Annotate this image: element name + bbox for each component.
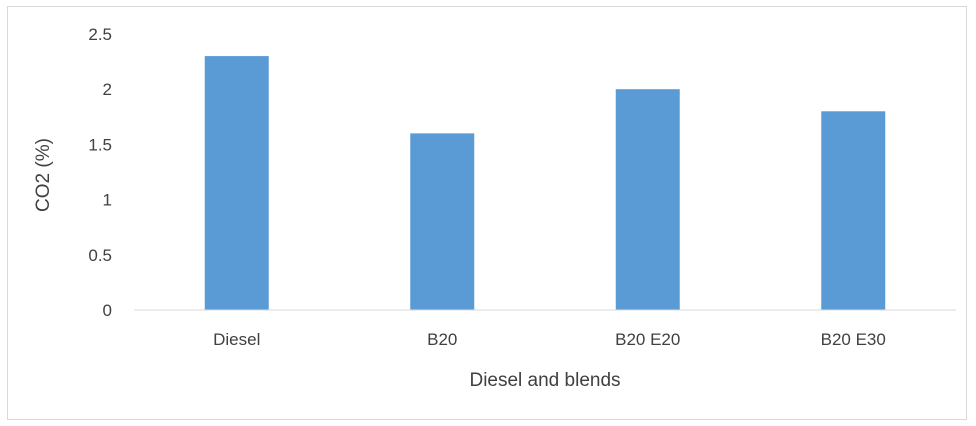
y-tick-label: 2 [103,80,112,99]
x-tick-label: B20 [427,330,457,349]
chart-frame [7,6,967,420]
x-tick-label: Diesel [213,330,260,349]
y-tick-label: 0.5 [88,246,112,265]
x-tick-label: B20 E20 [615,330,680,349]
y-tick-label: 0 [103,301,112,320]
bar [410,133,475,310]
y-axis-ticks: 0 0.5 1 1.5 2 2.5 [88,25,112,320]
y-tick-label: 2.5 [88,25,112,44]
y-tick-label: 1 [103,191,112,210]
x-tick-label: B20 E30 [821,330,886,349]
bar [204,56,269,310]
bar [821,111,886,310]
bars [204,56,886,310]
bar [615,89,680,310]
x-axis-ticks: Diesel B20 B20 E20 B20 E30 [213,330,886,349]
x-axis-title: Diesel and blends [469,370,620,391]
y-axis-title: CO2 (%) [33,138,54,212]
y-tick-label: 1.5 [88,135,112,154]
